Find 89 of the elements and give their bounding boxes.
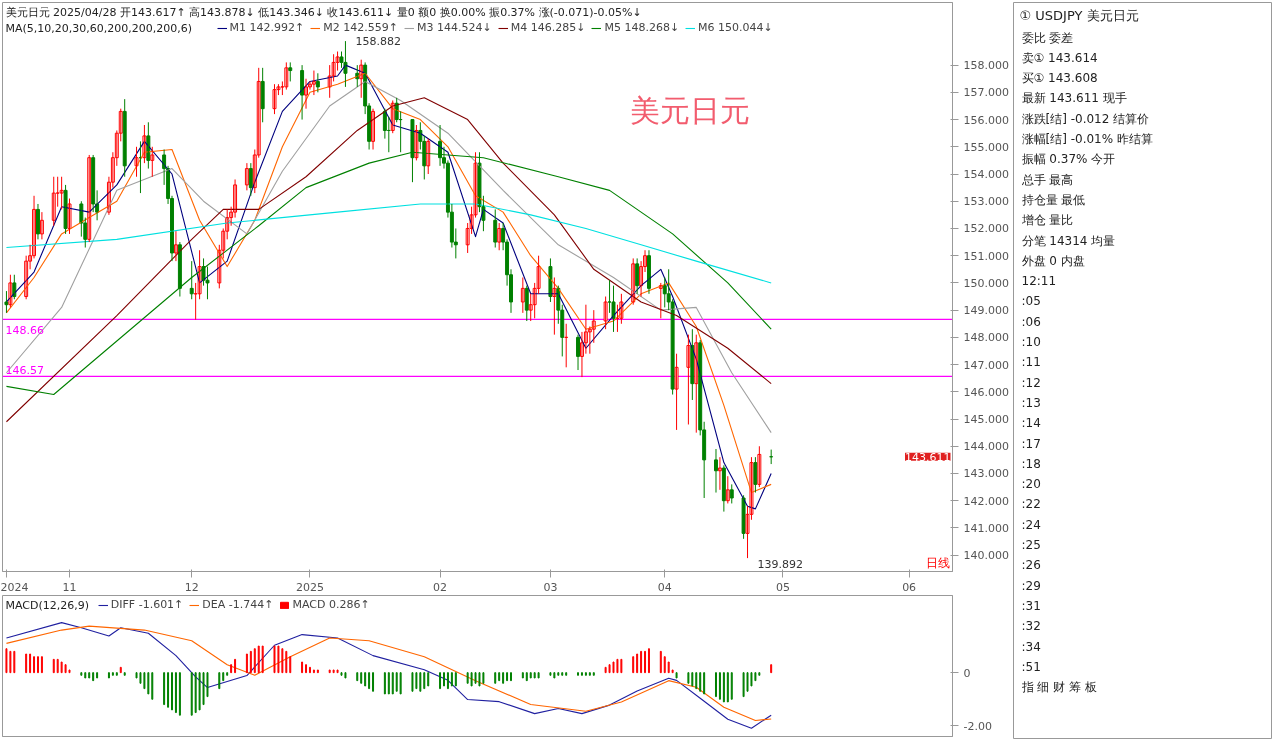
legend-title: MA(5,10,20,30,60,200,200,200,6) [5, 21, 193, 35]
text: 12:11 [1021, 274, 1057, 289]
legend-label: DIFF -1.601↑ [110, 598, 184, 611]
text: :26 [1021, 558, 1041, 573]
text: :10 [1021, 335, 1041, 349]
text: :25 [1021, 538, 1041, 552]
y-tick-label: 149.000 [963, 304, 1009, 318]
ref-line-label: 148.66 [5, 324, 44, 338]
y-tick-label: 0 [963, 666, 971, 680]
y-tick-label: 153.000 [963, 195, 1009, 209]
y-tick-label: 142.000 [963, 494, 1009, 508]
ref-line-label: 146.57 [5, 364, 44, 378]
y-tick-label: -2.00 [963, 719, 992, 733]
text: :31 [1021, 598, 1041, 613]
text: :20 [1021, 477, 1041, 492]
y-tick-label: 151.000 [963, 249, 1009, 263]
y-tick-label: 157.000 [963, 86, 1009, 100]
legend-title: MACD(12,26,9) [5, 598, 90, 612]
text: 持仓量 最低 [1021, 192, 1086, 207]
annotation: 158.882 [355, 35, 401, 49]
x-tick-label: 02 [433, 580, 448, 594]
text: :24 [1021, 517, 1041, 532]
text: 振幅 0.37% 今开 [1021, 152, 1116, 167]
legend-label: M3 144.524↓ [417, 21, 492, 34]
annotation: 139.892 [757, 558, 804, 572]
text: :29 [1021, 578, 1041, 593]
y-tick-label: 141.000 [963, 521, 1009, 535]
candlestick [674, 353, 679, 431]
candlestick [603, 296, 608, 330]
annotation: 日线 [925, 555, 950, 570]
annotation: 美元日元 [629, 92, 750, 128]
text: 增仓 量比 [1020, 213, 1074, 228]
text: :34 [1021, 639, 1041, 654]
x-tick-label: 12 [184, 580, 199, 594]
x-tick-label: 11 [62, 580, 77, 594]
legend-label: M6 150.044↓ [698, 21, 773, 34]
text: 最新 143.611 现手 [1021, 91, 1127, 106]
x-tick-label: 05 [776, 580, 790, 594]
text: :13 [1021, 395, 1041, 410]
x-tick-label: 2024 [0, 580, 29, 594]
chart-title: 美元日元 2025/04/28 开143.617↑ 高143.878↓ 低143.346↓ 收143.611↓ 量0 额0 换0.00% 振0.37% 涨(-0.071)-0.05%↓ [5, 5, 642, 19]
x-tick-label: 03 [543, 580, 558, 594]
y-tick-label: 140.000 [963, 549, 1009, 563]
text: 买① 143.608 [1021, 71, 1098, 86]
text: 分笔 14314 均量 [1021, 233, 1116, 248]
text: :22 [1021, 497, 1041, 512]
y-tick-label: 143.000 [963, 467, 1009, 481]
y-tick-label: 145.000 [963, 413, 1009, 427]
candlestick [67, 198, 72, 235]
line-series [5, 203, 772, 284]
legend-label: MACD 0.286↑ [292, 598, 370, 611]
legend-label: M2 142.559↑ [323, 21, 398, 34]
text: ① USDJPY 美元日元 [1019, 7, 1139, 23]
text: 涨跌[结] -0.012 结算价 [1021, 111, 1150, 126]
text: 指 细 财 筹 板 [1020, 680, 1097, 695]
text: 总手 最高 [1020, 172, 1074, 187]
y-tick-label: 155.000 [963, 140, 1009, 154]
text: :05 [1021, 294, 1041, 309]
y-tick-label: 158.000 [963, 59, 1009, 73]
text: :06 [1021, 314, 1041, 329]
text: :32 [1021, 619, 1041, 634]
text: :11 [1021, 355, 1041, 370]
text: :12 [1021, 375, 1041, 390]
legend-label: M5 148.268↓ [604, 21, 680, 34]
text: :51 [1021, 659, 1041, 674]
legend-label: M4 146.285↓ [510, 21, 586, 34]
text: 外盘 0 内盘 [1021, 253, 1085, 268]
y-tick-label: 144.000 [963, 440, 1009, 454]
x-tick-label: 04 [657, 580, 672, 594]
annotation: 143.611 [905, 450, 951, 464]
x-tick-label: 06 [902, 580, 917, 594]
x-tick-label: 2025 [295, 580, 324, 594]
legend-label: DEA -1.744↑ [202, 598, 274, 611]
text: 涨幅[结] -0.01% 昨结算 [1021, 132, 1153, 146]
candlestick [272, 83, 277, 115]
text: 委比 委差 [1021, 30, 1074, 45]
y-tick-label: 147.000 [963, 358, 1009, 372]
text: :14 [1021, 416, 1041, 431]
y-tick-label: 150.000 [963, 276, 1009, 290]
y-tick-label: 156.000 [963, 113, 1009, 127]
text: :18 [1021, 456, 1041, 471]
y-tick-label: 154.000 [963, 168, 1009, 182]
y-tick-label: 146.000 [963, 385, 1009, 399]
text: 卖① 143.614 [1021, 50, 1098, 65]
y-tick-label: 152.000 [963, 222, 1009, 236]
y-tick-label: 148.000 [963, 331, 1009, 345]
candlestick [769, 449, 774, 465]
legend-label: M1 142.992↑ [229, 21, 305, 34]
text: :17 [1021, 436, 1041, 451]
